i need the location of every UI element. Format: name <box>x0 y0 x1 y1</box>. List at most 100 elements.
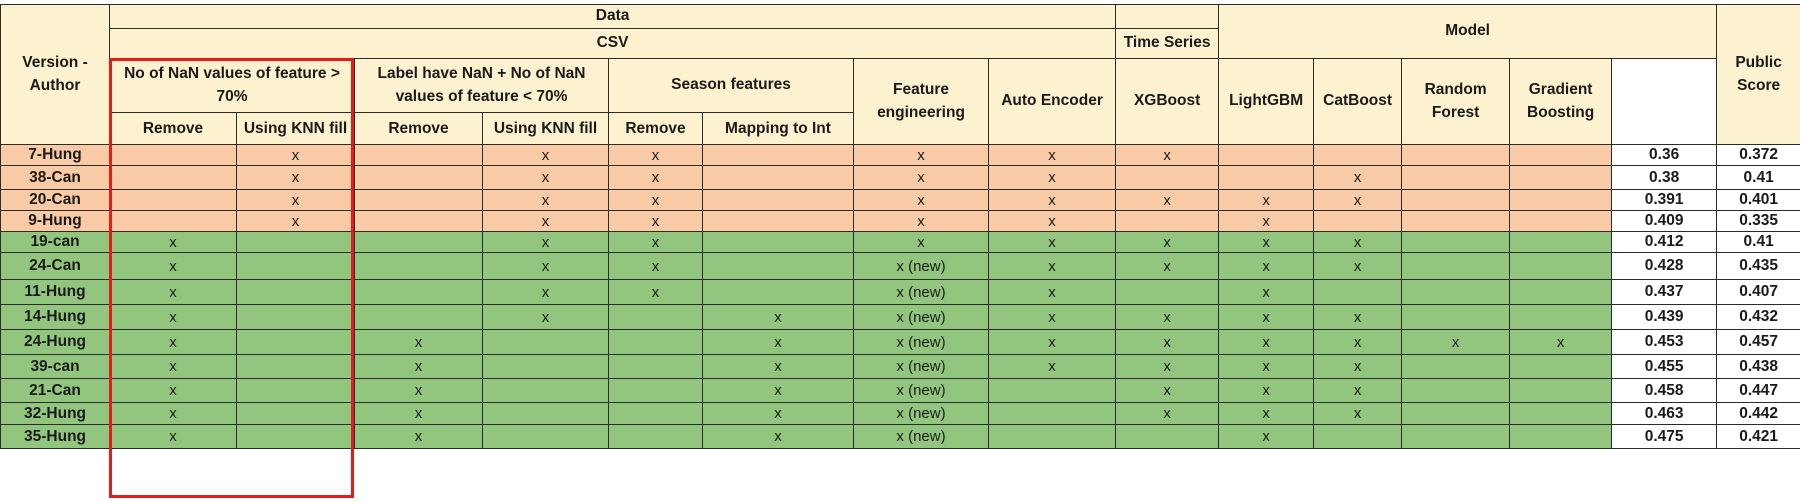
cell-public-score[interactable]: 0.391 <box>1611 189 1718 211</box>
cell-auto-encoder[interactable]: x <box>987 304 1117 330</box>
cell-xgboost[interactable]: x <box>1115 402 1220 425</box>
cell-gradient-boosting[interactable] <box>1509 165 1613 190</box>
cell-feature-engineering[interactable]: x (new) <box>853 279 989 305</box>
cell-lightgbm[interactable] <box>1218 165 1315 190</box>
cell-public-score[interactable]: 0.453 <box>1611 329 1718 355</box>
cell-auto-encoder[interactable]: x <box>987 231 1117 253</box>
cell-public-score[interactable]: 0.463 <box>1611 402 1718 425</box>
header-xgboost[interactable]: XGBoost <box>1115 58 1220 145</box>
cell-gradient-boosting[interactable] <box>1509 424 1613 449</box>
cell-nan70-knn[interactable]: x <box>236 189 355 211</box>
cell-version[interactable]: 35-Hung <box>0 424 110 449</box>
cell-label-knn[interactable]: x <box>482 144 609 166</box>
cell-feature-engineering[interactable]: x (new) <box>853 378 989 403</box>
cell-auto-encoder[interactable]: x <box>987 279 1117 305</box>
cell-private-score[interactable]: 0.435 <box>1716 252 1800 280</box>
cell-nan70-knn[interactable] <box>236 424 355 449</box>
cell-season-mapping[interactable]: x <box>702 424 854 449</box>
cell-lightgbm[interactable]: x <box>1218 378 1315 403</box>
cell-public-score[interactable]: 0.437 <box>1611 279 1718 305</box>
cell-label-remove[interactable] <box>354 252 483 280</box>
header-lightgbm[interactable]: LightGBM <box>1218 58 1315 145</box>
cell-random-forest[interactable] <box>1401 144 1511 166</box>
cell-feature-engineering[interactable]: x (new) <box>853 354 989 379</box>
cell-auto-encoder[interactable] <box>987 402 1117 425</box>
cell-season-mapping[interactable]: x <box>702 304 854 330</box>
cell-season-remove[interactable] <box>608 378 703 403</box>
cell-random-forest[interactable] <box>1401 210 1511 232</box>
header-season-mapping[interactable]: Mapping to Int <box>702 112 854 145</box>
cell-gradient-boosting[interactable] <box>1509 304 1613 330</box>
cell-feature-engineering[interactable]: x <box>853 144 989 166</box>
cell-private-score[interactable]: 0.432 <box>1716 304 1800 330</box>
cell-private-score[interactable]: 0.372 <box>1716 144 1800 166</box>
cell-season-remove[interactable] <box>608 402 703 425</box>
cell-lightgbm[interactable]: x <box>1218 424 1315 449</box>
cell-label-knn[interactable] <box>482 354 609 379</box>
header-season-remove[interactable]: Remove <box>608 112 703 145</box>
cell-season-remove[interactable]: x <box>608 210 703 232</box>
cell-nan70-remove[interactable] <box>109 189 237 211</box>
header-public-score[interactable]: Public Score <box>1716 4 1800 145</box>
cell-season-remove[interactable] <box>608 304 703 330</box>
header-label-knn[interactable]: Using KNN fill <box>482 112 609 145</box>
cell-auto-encoder[interactable]: x <box>987 354 1117 379</box>
cell-catboost[interactable]: x <box>1313 252 1403 280</box>
cell-lightgbm[interactable]: x <box>1218 279 1315 305</box>
header-version-author[interactable]: Version - Author <box>0 4 110 145</box>
cell-gradient-boosting[interactable] <box>1509 354 1613 379</box>
header-feature-engineering[interactable]: Feature engineering <box>853 58 989 145</box>
header-nan-over-70[interactable]: No of NaN values of feature > 70% <box>109 58 355 113</box>
cell-random-forest[interactable] <box>1401 402 1511 425</box>
cell-auto-encoder[interactable]: x <box>987 329 1117 355</box>
cell-public-score[interactable]: 0.439 <box>1611 304 1718 330</box>
cell-gradient-boosting[interactable] <box>1509 210 1613 232</box>
cell-private-score[interactable]: 0.421 <box>1716 424 1800 449</box>
cell-public-score[interactable]: 0.428 <box>1611 252 1718 280</box>
cell-season-remove[interactable]: x <box>608 189 703 211</box>
cell-feature-engineering[interactable]: x (new) <box>853 304 989 330</box>
cell-nan70-knn[interactable] <box>236 252 355 280</box>
cell-label-knn[interactable]: x <box>482 165 609 190</box>
cell-nan70-remove[interactable]: x <box>109 354 237 379</box>
cell-auto-encoder[interactable]: x <box>987 165 1117 190</box>
cell-label-knn[interactable] <box>482 402 609 425</box>
cell-season-remove[interactable]: x <box>608 231 703 253</box>
cell-label-remove[interactable] <box>354 165 483 190</box>
cell-season-mapping[interactable] <box>702 189 854 211</box>
header-random-forest[interactable]: Random Forest <box>1401 58 1511 145</box>
cell-nan70-knn[interactable]: x <box>236 210 355 232</box>
cell-random-forest[interactable] <box>1401 304 1511 330</box>
cell-gradient-boosting[interactable] <box>1509 231 1613 253</box>
cell-private-score[interactable]: 0.41 <box>1716 231 1800 253</box>
cell-version[interactable]: 32-Hung <box>0 402 110 425</box>
cell-label-remove[interactable] <box>354 231 483 253</box>
cell-auto-encoder[interactable]: x <box>987 189 1117 211</box>
cell-season-mapping[interactable] <box>702 144 854 166</box>
cell-label-remove[interactable] <box>354 279 483 305</box>
cell-nan70-knn[interactable] <box>236 231 355 253</box>
cell-version[interactable]: 9-Hung <box>0 210 110 232</box>
cell-nan70-knn[interactable]: x <box>236 144 355 166</box>
cell-catboost[interactable]: x <box>1313 231 1403 253</box>
cell-season-remove[interactable]: x <box>608 165 703 190</box>
cell-label-remove[interactable]: x <box>354 424 483 449</box>
cell-season-mapping[interactable]: x <box>702 329 854 355</box>
cell-public-score[interactable]: 0.36 <box>1611 144 1718 166</box>
cell-public-score[interactable]: 0.475 <box>1611 424 1718 449</box>
header-gradient-boosting[interactable]: Gradient Boosting <box>1509 58 1613 145</box>
cell-feature-engineering[interactable]: x (new) <box>853 329 989 355</box>
cell-gradient-boosting[interactable]: x <box>1509 329 1613 355</box>
cell-private-score[interactable]: 0.335 <box>1716 210 1800 232</box>
cell-catboost[interactable] <box>1313 424 1403 449</box>
cell-random-forest[interactable] <box>1401 231 1511 253</box>
cell-nan70-knn[interactable] <box>236 304 355 330</box>
header-nan70-knn[interactable]: Using KNN fill <box>236 112 355 145</box>
cell-nan70-remove[interactable]: x <box>109 402 237 425</box>
cell-feature-engineering[interactable]: x <box>853 210 989 232</box>
cell-label-knn[interactable]: x <box>482 189 609 211</box>
cell-version[interactable]: 39-can <box>0 354 110 379</box>
cell-season-remove[interactable] <box>608 329 703 355</box>
cell-nan70-remove[interactable]: x <box>109 329 237 355</box>
cell-gradient-boosting[interactable] <box>1509 144 1613 166</box>
